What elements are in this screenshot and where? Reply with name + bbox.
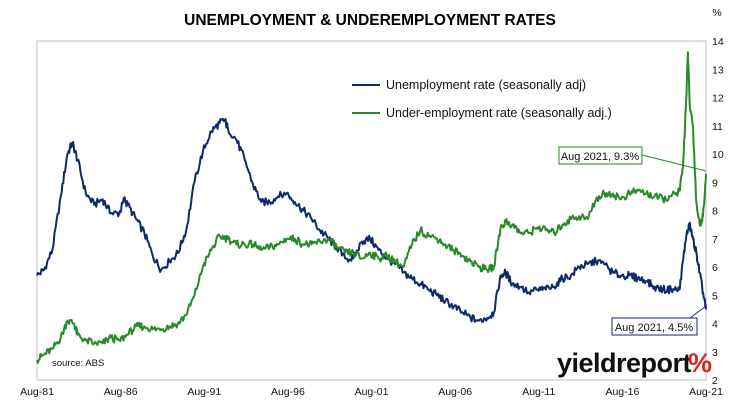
- logo-text: yieldreport: [557, 348, 692, 378]
- legend-label-underemployment: Under-employment rate (seasonally adj.): [386, 106, 612, 120]
- callout-text-underemployment: Aug 2021, 9.3%: [561, 151, 640, 163]
- y-tick-label: 8: [712, 206, 718, 218]
- y-tick-label: 14: [712, 36, 724, 48]
- x-axis-ticks: Aug-81 Aug-86 Aug-91 Aug-96 Aug-01 Aug-06 Aug-…: [20, 386, 723, 398]
- x-tick-label: Aug-81: [20, 386, 54, 398]
- callout-leader-unemployment: [689, 305, 707, 319]
- y-tick-label: 13: [712, 64, 724, 76]
- y-tick-label: 11: [712, 121, 723, 133]
- y-tick-label: 10: [712, 149, 724, 161]
- y-axis-unit-label: %: [712, 7, 721, 19]
- chart-title: UNEMPLOYMENT & UNDEREMPLOYMENT RATES: [184, 12, 556, 29]
- x-tick-label: Aug-86: [104, 386, 138, 398]
- callout-unemployment: Aug 2021, 4.5%: [611, 305, 707, 336]
- x-tick-label: Aug-11: [522, 386, 555, 398]
- y-tick-label: 6: [712, 262, 718, 274]
- x-tick-label: Aug-96: [271, 386, 305, 398]
- callout-box-unemployment: [611, 317, 698, 336]
- x-tick-label: Aug-21: [689, 386, 723, 398]
- series-line-underemployment: [36, 51, 707, 364]
- source-note: source: ABS: [52, 358, 104, 369]
- callout-leader-underemployment: [641, 154, 707, 172]
- y-tick-label: 3: [712, 347, 718, 359]
- x-tick-label: Aug-06: [438, 386, 472, 398]
- callout-underemployment: Aug 2021, 9.3%: [558, 146, 707, 172]
- logo-percent-symbol: %: [688, 348, 712, 378]
- y-tick-label: 4: [712, 319, 718, 331]
- series-lines: [36, 51, 707, 364]
- yieldreport-logo: yieldreport %: [557, 348, 713, 378]
- y-tick-label: 5: [712, 290, 718, 302]
- x-tick-label: Aug-01: [355, 386, 389, 398]
- x-tick-label: Aug-16: [605, 386, 639, 398]
- x-tick-label: Aug-91: [187, 386, 221, 398]
- plot-area-border: [36, 40, 707, 381]
- legend-label-unemployment: Unemployment rate (seasonally adj): [386, 78, 586, 92]
- y-tick-label: 2: [712, 375, 718, 387]
- y-axis-ticks: 2 3 4 5 6 7 8 9 10 11 12 13 14: [712, 36, 724, 387]
- y-tick-label: 7: [712, 234, 718, 246]
- y-tick-label: 12: [712, 93, 724, 105]
- legend: Unemployment rate (seasonally adj) Under…: [352, 78, 612, 120]
- y-tick-label: 9: [712, 177, 718, 189]
- callout-text-unemployment: Aug 2021, 4.5%: [615, 322, 694, 334]
